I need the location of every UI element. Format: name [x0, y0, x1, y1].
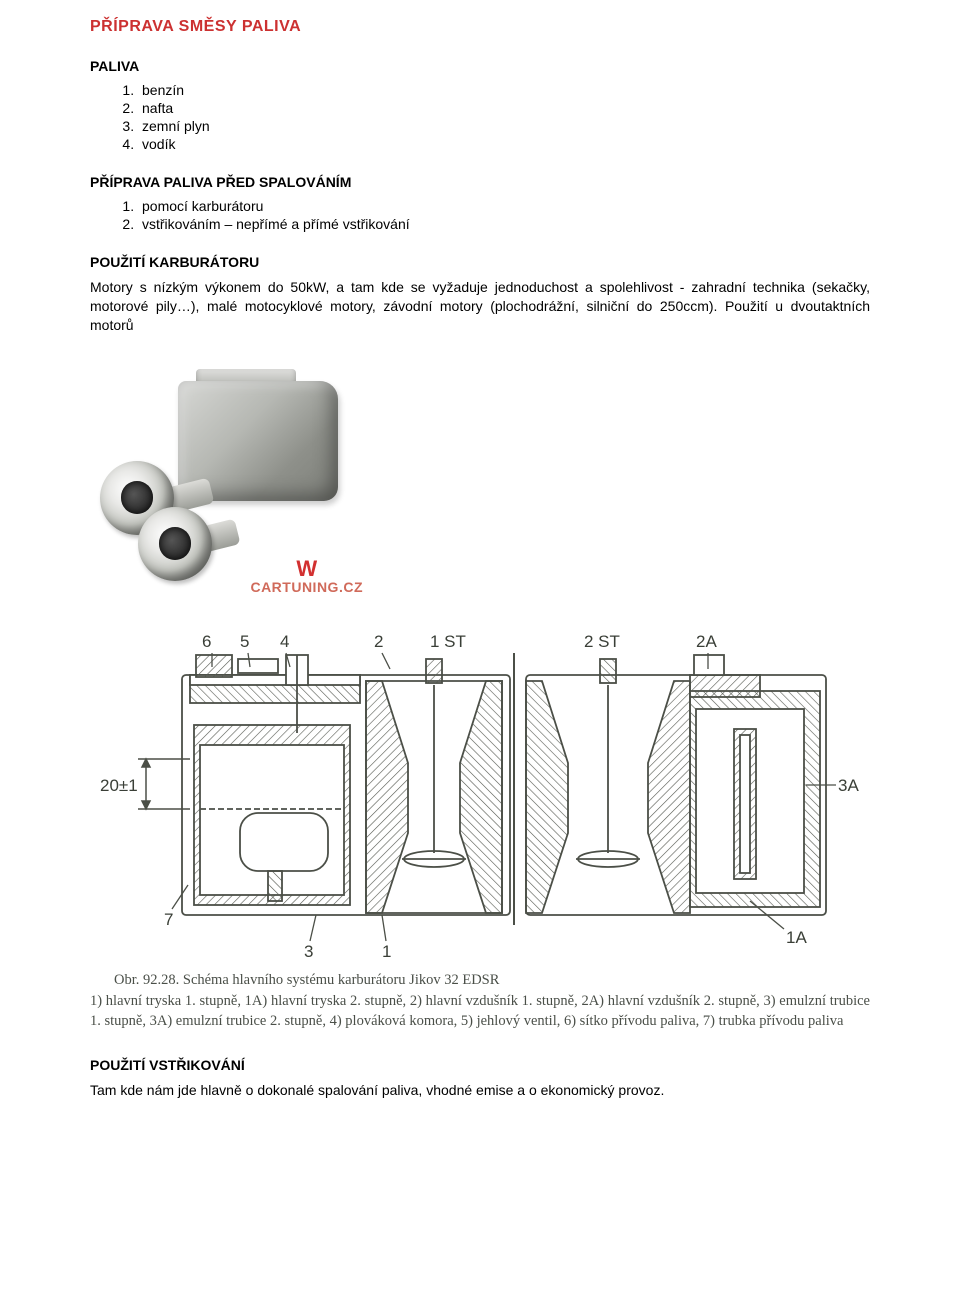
karb-body-text: Motory s nízkým výkonem do 50kW, a tam k…	[90, 278, 870, 335]
logo-w: W	[250, 559, 363, 579]
callout-5: 5	[240, 632, 249, 651]
page-title: PŘÍPRAVA SMĚSY PALIVA	[90, 18, 870, 36]
document-page: PŘÍPRAVA SMĚSY PALIVA PALIVA benzín naft…	[0, 0, 960, 1150]
list-item: nafta	[138, 100, 870, 116]
vstrik-body-text: Tam kde nám jde hlavně o dokonalé spalov…	[90, 1081, 870, 1100]
diagram-caption: Obr. 92.28. Schéma hlavního systému karb…	[90, 971, 870, 1032]
logo-text: CARTUNING.CZ	[250, 579, 363, 595]
list-item: vodík	[138, 136, 870, 152]
callout-7: 7	[164, 910, 173, 929]
velocity-stack-icon	[138, 507, 212, 581]
callout-6: 6	[202, 632, 211, 651]
list-item: benzín	[138, 82, 870, 98]
carburetor-diagram: 20±1 6 5 4 2 1 ST 2 ST 2A	[90, 613, 870, 963]
section-priprava-title: PŘÍPRAVA PALIVA PŘED SPALOVÁNÍM	[90, 174, 870, 190]
bottom-section: POUŽITÍ VSTŘIKOVÁNÍ Tam kde nám jde hlav…	[90, 1057, 870, 1100]
callout-1a: 1A	[786, 928, 807, 947]
callout-3: 3	[304, 942, 313, 961]
section-karb-title: POUŽITÍ KARBURÁTORU	[90, 254, 870, 270]
paliva-list: benzín nafta zemní plyn vodík	[90, 82, 870, 152]
caption-title: Obr. 92.28. Schéma hlavního systému karb…	[90, 971, 870, 991]
dim-left-text: 20±1	[100, 776, 138, 795]
callout-2st: 2 ST	[584, 632, 620, 651]
cartuning-logo: W CARTUNING.CZ	[250, 559, 363, 595]
diagram-svg: 20±1 6 5 4 2 1 ST 2 ST 2A	[90, 613, 870, 963]
section-vstrik-title: POUŽITÍ VSTŘIKOVÁNÍ	[90, 1057, 870, 1073]
list-item: pomocí karburátoru	[138, 198, 870, 214]
callout-2a: 2A	[696, 632, 717, 651]
list-item: zemní plyn	[138, 118, 870, 134]
callout-1: 1	[382, 942, 391, 961]
callout-2: 2	[374, 632, 383, 651]
caption-body: 1) hlavní tryska 1. stupně, 1A) hlavní t…	[90, 992, 870, 1031]
section-paliva-title: PALIVA	[90, 58, 870, 74]
carburetor-photo: W CARTUNING.CZ	[86, 355, 371, 603]
callout-4: 4	[280, 632, 289, 651]
list-item: vstřikováním – nepřímé a přímé vstřiková…	[138, 216, 870, 232]
callout-3a: 3A	[838, 776, 859, 795]
priprava-list: pomocí karburátoru vstřikováním – nepřím…	[90, 198, 870, 232]
callout-1st: 1 ST	[430, 632, 466, 651]
